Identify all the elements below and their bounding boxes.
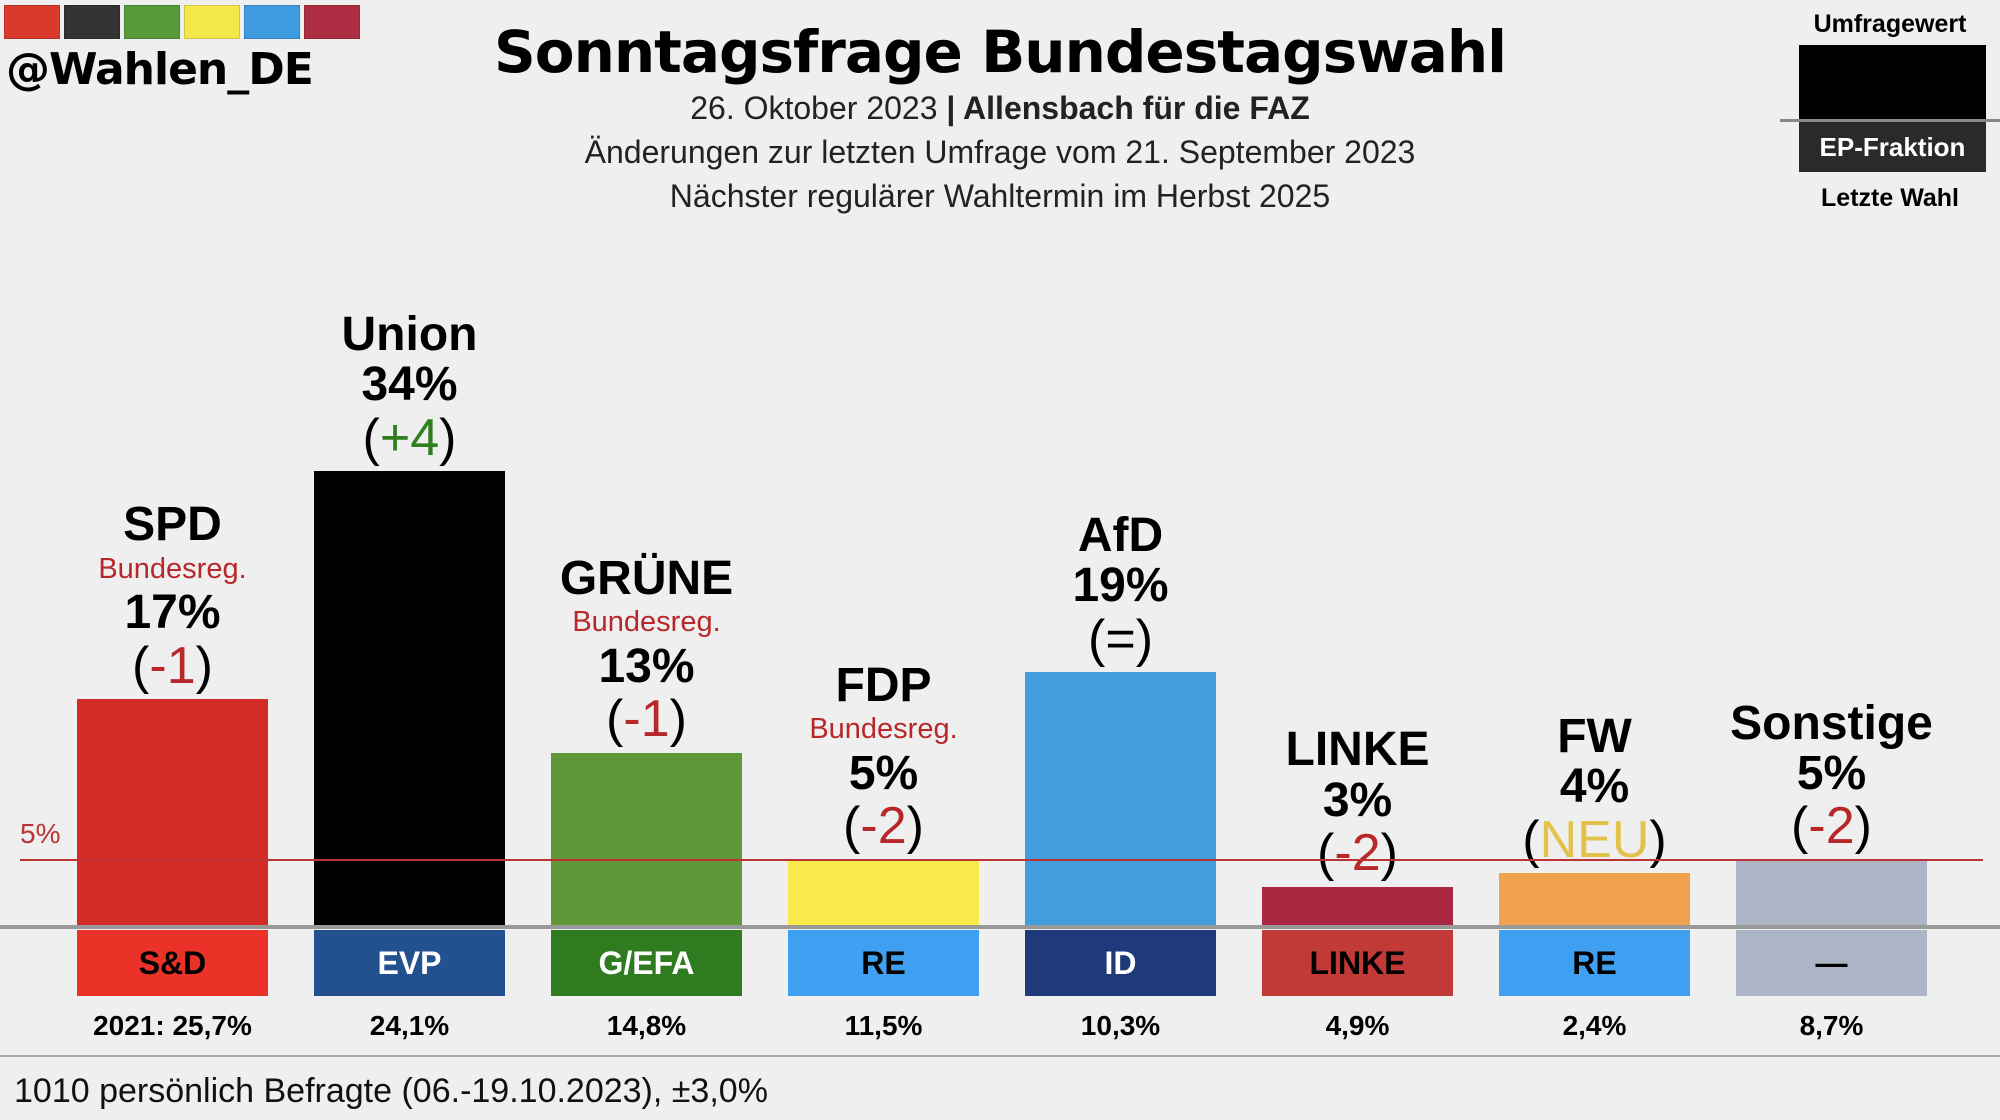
bar-label: AfD 19% (=) [985, 509, 1256, 668]
bar-3 [788, 860, 979, 927]
bar-4 [1025, 672, 1216, 927]
footer-sample-info: 1010 persönlich Befragte (06.-19.10.2023… [14, 1072, 768, 1110]
value-label: 34% [361, 358, 458, 412]
bar-label: Union 34% (+4) [274, 308, 545, 467]
bar-6 [1499, 873, 1690, 927]
change-label: (-2) [1791, 797, 1872, 856]
last-election-value: 24,1% [369, 1010, 450, 1041]
ep-group-label: RE [788, 930, 979, 996]
value-label: 3% [1322, 773, 1393, 827]
change-label: (-2) [843, 797, 924, 856]
party-name: Sonstige [1730, 696, 1933, 750]
bar-label: GRÜNE Bundesreg. 13% (-1) [511, 551, 782, 749]
ep-group-label: S&D [77, 930, 268, 996]
legend-baseline [1780, 119, 2000, 122]
last-election-value: 2021: 25,7% [93, 1010, 252, 1041]
ep-group-label: G/EFA [551, 930, 742, 996]
baseline [0, 925, 2000, 929]
poll-source: Allensbach für die FAZ [963, 90, 1310, 126]
poll-date: 26. Oktober 2023 [690, 90, 938, 126]
legend-bar-swatch [1799, 45, 1986, 121]
brand-square [64, 5, 120, 39]
last-election-value: 11,5% [844, 1010, 923, 1041]
legend-poll-value: Umfragewert [1813, 10, 1967, 38]
bar-1 [314, 471, 505, 927]
value-label: 5% [1796, 747, 1867, 801]
value-label: 4% [1559, 760, 1630, 814]
brand-square [244, 5, 300, 39]
next-election: Nächster regulärer Wahltermin im Herbst … [669, 178, 1331, 214]
last-election-value: 2,4% [1562, 1010, 1627, 1041]
government-badge: Bundesreg. [809, 713, 958, 746]
brand-square [184, 5, 240, 39]
footer-divider [0, 1055, 2000, 1057]
last-election-value: 10,3% [1080, 1010, 1161, 1041]
legend-ep-group: EP-Fraktion [1799, 122, 1986, 172]
value-label: 19% [1072, 559, 1169, 613]
ep-group-label: RE [1499, 930, 1690, 996]
change-label: (-1) [606, 690, 687, 749]
last-election-value: 8,7% [1799, 1010, 1864, 1041]
government-badge: Bundesreg. [572, 606, 721, 639]
change-label: (+4) [362, 408, 457, 467]
ep-group-label: LINKE [1262, 930, 1453, 996]
change-label: (=) [1087, 609, 1154, 668]
bar-label: FDP Bundesreg. 5% (-2) [748, 658, 1019, 856]
change-label: (-1) [132, 636, 213, 695]
government-badge: Bundesreg. [98, 552, 247, 585]
subtitle-date-source: 26. Oktober 2023 | Allensbach für die FA… [0, 90, 2000, 127]
bar-2 [551, 752, 742, 927]
value-label: 17% [124, 586, 221, 640]
bar-0 [77, 699, 268, 927]
value-label: 13% [598, 639, 695, 693]
brand-square [124, 5, 180, 39]
legend-last-election: Letzte Wahl [1821, 184, 1959, 212]
brand-color-squares [4, 5, 360, 39]
bar-5 [1262, 886, 1453, 927]
change-label: (-2) [1317, 824, 1398, 883]
party-name: FDP [835, 658, 932, 712]
ep-group-label: — [1736, 930, 1927, 996]
party-name: GRÜNE [559, 551, 734, 605]
party-name: FW [1557, 710, 1632, 764]
bar-label: LINKE 3% (-2) [1222, 723, 1493, 883]
change-label: (NEU) [1522, 810, 1667, 869]
bar-7 [1736, 860, 1927, 927]
bar-label: FW 4% (NEU) [1459, 710, 1730, 869]
value-label: 5% [848, 747, 919, 801]
ep-group-label: EVP [314, 930, 505, 996]
chart-title: Sonntagsfrage Bundestagswahl [493, 18, 1507, 86]
threshold-label: 5% [20, 818, 61, 849]
last-election-value: 4,9% [1325, 1010, 1390, 1041]
brand-square [304, 5, 360, 39]
brand-square [4, 5, 60, 39]
last-election-value: 14,8% [606, 1010, 687, 1041]
separator: | [937, 90, 964, 126]
party-name: LINKE [1285, 723, 1430, 777]
bar-label: SPD Bundesreg. 17% (-1) [37, 498, 308, 695]
threshold-line [20, 859, 1983, 861]
party-name: AfD [1077, 509, 1164, 563]
change-note: Änderungen zur letzten Umfrage vom 21. S… [584, 134, 1416, 170]
bar-label: Sonstige 5% (-2) [1696, 696, 1967, 856]
party-name: Union [341, 308, 478, 362]
brand-handle: @Wahlen_DE [6, 44, 314, 95]
ep-group-label: ID [1025, 930, 1216, 996]
party-name: SPD [123, 498, 222, 552]
